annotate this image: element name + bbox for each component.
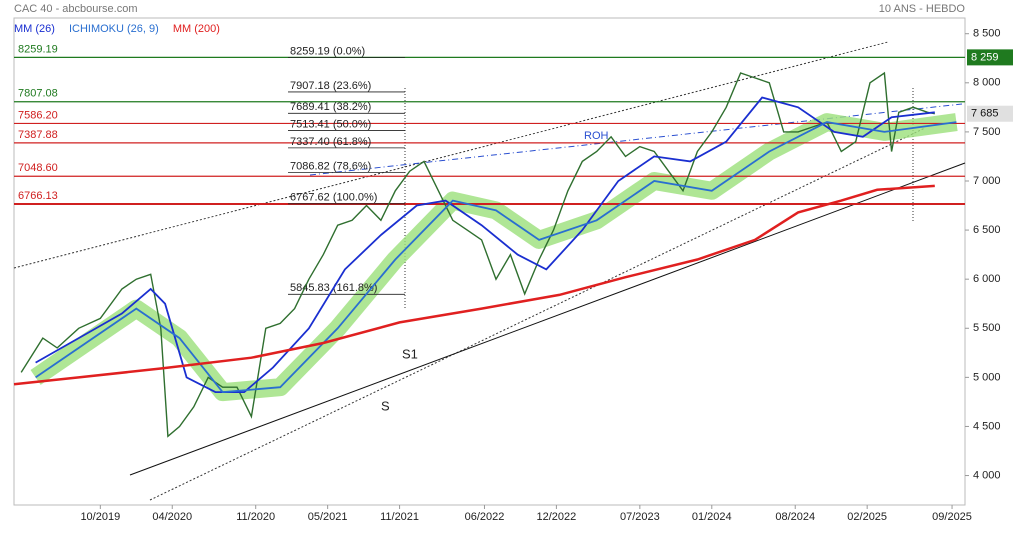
x-tick-label: 07/2023 (620, 511, 660, 523)
level-label: 7048.60 (18, 162, 58, 174)
series-line (35, 96, 935, 393)
x-tick-label: 11/2021 (380, 511, 419, 523)
x-tick-label: 09/2025 (932, 511, 972, 523)
y-tick-label: 5 000 (973, 371, 1001, 383)
x-tick-label: 05/2021 (308, 511, 348, 523)
level-label: 7387.88 (18, 129, 58, 141)
level-label: 7807.08 (18, 88, 58, 100)
y-tick-label: 5 500 (973, 322, 1001, 334)
annotation: ROH (584, 130, 609, 142)
channel-top (13, 41, 889, 269)
level-label: 7586.20 (18, 109, 58, 121)
level-label: 8259.19 (18, 43, 58, 55)
x-tick-label: 01/2024 (692, 511, 732, 523)
fib-label: 8259.19 (0.0%) (290, 45, 365, 57)
fib-label: 7513.41 (50.0%) (290, 118, 371, 130)
chart-title: CAC 40 - abcbourse.com (14, 3, 138, 15)
y-tick-label: 6 000 (973, 273, 1001, 285)
x-tick-label: 06/2022 (465, 511, 505, 523)
fib-label: 6767.62 (100.0%) (290, 192, 377, 204)
annotation: S1 (402, 346, 418, 361)
fib-label: 7086.82 (78.6%) (290, 160, 371, 172)
legend-entry: MM (26) (14, 23, 55, 35)
price-tag-label: 8 259 (971, 51, 999, 63)
y-tick-label: 4 500 (973, 420, 1001, 432)
x-tick-label: 12/2022 (537, 511, 577, 523)
x-tick-label: 11/2020 (236, 511, 275, 523)
annotation: S (381, 398, 390, 413)
fib-label: 7337.40 (61.8%) (290, 136, 371, 148)
price-line (20, 71, 935, 438)
y-tick-label: 6 500 (973, 224, 1001, 236)
chart-subtitle: 10 ANS - HEBDO (879, 3, 966, 15)
y-tick-label: 8 000 (973, 77, 1001, 89)
x-tick-label: 10/2019 (80, 511, 120, 523)
legend-entry: MM (200) (173, 23, 220, 35)
price-tag (967, 49, 1013, 66)
legend-entry: ICHIMOKU (26, 9) (69, 23, 159, 35)
fib-label: 7907.18 (23.6%) (290, 80, 371, 92)
price-tag-label: 7 685 (971, 108, 999, 120)
y-tick-label: 7 000 (973, 175, 1001, 187)
fib-label: 7689.41 (38.2%) (290, 101, 371, 113)
support-line (129, 162, 966, 476)
y-tick-label: 7 500 (973, 126, 1001, 138)
x-tick-label: 02/2025 (847, 511, 887, 523)
series-line (35, 121, 957, 394)
y-tick-label: 8 500 (973, 28, 1001, 40)
channel-bottom (149, 127, 926, 501)
series-line (13, 184, 935, 386)
y-tick-label: 4 000 (973, 469, 1001, 481)
trend-lines (13, 41, 966, 501)
level-label: 6766.13 (18, 190, 58, 202)
x-tick-label: 04/2020 (152, 511, 192, 523)
x-tick-label: 08/2024 (775, 511, 815, 523)
plot-frame (13, 17, 966, 506)
roh-line (309, 103, 963, 176)
price-tag (967, 105, 1013, 122)
